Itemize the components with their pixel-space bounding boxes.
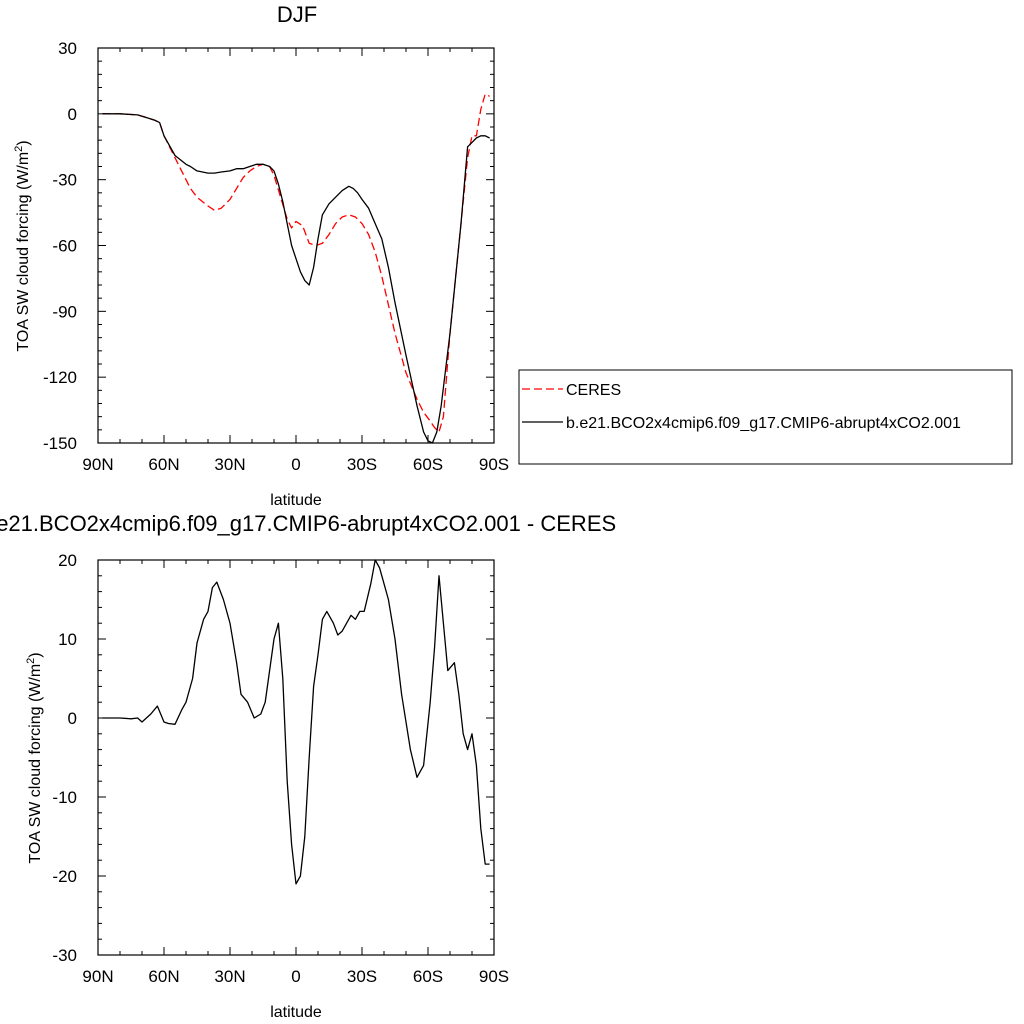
top-panel-y-tick-label: 0 (68, 105, 77, 124)
top-panel-tick-labels: 90N 60N 30N 0 30S 60S 90S -150 -120 -90 -60 -30 0 30 (43, 39, 509, 474)
bottom-panel-ticks (97, 559, 495, 956)
top-panel-series-line-1 (102, 113, 490, 444)
top-panel-x-tick-label: 0 (291, 455, 300, 474)
top-panel-y-axis-label-text: TOA SW cloud forcing (W/m (15, 152, 32, 352)
bottom-panel-x-tick-label: 30S (347, 967, 377, 986)
bottom-panel-x-tick-label: 60S (413, 967, 443, 986)
top-panel-x-tick-label: 30N (214, 455, 245, 474)
legend: CERES b.e21.BCO2x4cmip6.f09_g17.CMIP6-ab… (518, 369, 1013, 465)
top-panel-y-tick-label: -30 (52, 171, 77, 190)
top-panel-x-tick-label: 60N (148, 455, 179, 474)
bottom-panel-y-tick-label: 20 (58, 551, 77, 570)
top-panel-series (102, 93, 490, 444)
bottom-panel-y-tick-label: -30 (52, 946, 77, 965)
top-panel-y-axis-label-sup: 2 (13, 146, 25, 152)
legend-label-model: b.e21.BCO2x4cmip6.f09_g17.CMIP6-abrupt4x… (566, 415, 961, 432)
bottom-panel-y-axis-label-sup: 2 (25, 658, 37, 664)
bottom-panel-y-tick-label: -20 (52, 867, 77, 886)
top-panel-y-tick-label: -60 (52, 237, 77, 256)
bottom-panel-x-tick-label: 60N (148, 967, 179, 986)
top-panel-y-axis-label-close: ) (15, 140, 32, 145)
bottom-panel-y-tick-label: 10 (58, 630, 77, 649)
bottom-panel-y-axis-label-close: ) (27, 652, 44, 657)
bottom-panel-x-axis-label: latitude (270, 1004, 322, 1021)
top-panel-y-tick-label: 30 (58, 39, 77, 58)
bottom-panel: b.e21.BCO2x4cmip6.f09_g17.CMIP6-abrupt4x… (0, 511, 616, 1021)
bottom-panel-y-tick-label: 0 (68, 709, 77, 728)
bottom-panel-tick-labels: 90N 60N 30N 0 30S 60S 90S -30 -20 -10 0 10 20 (52, 551, 509, 986)
top-panel-title: DJF (277, 2, 317, 27)
top-panel-ticks (97, 47, 495, 444)
legend-box (518, 369, 1013, 465)
top-panel-x-tick-label: 30S (347, 455, 377, 474)
bottom-panel-y-axis-label-text: TOA SW cloud forcing (W/m (27, 664, 44, 864)
bottom-panel-series (102, 559, 490, 885)
bottom-panel-x-tick-label: 0 (291, 967, 300, 986)
top-panel-frame (97, 47, 495, 444)
top-panel-x-tick-label: 60S (413, 455, 443, 474)
legend-label-ceres: CERES (566, 382, 621, 399)
top-panel-x-tick-label: 90S (479, 455, 509, 474)
top-panel-y-tick-label: -90 (52, 302, 77, 321)
bottom-panel-title: b.e21.BCO2x4cmip6.f09_g17.CMIP6-abrupt4x… (0, 511, 616, 536)
top-panel-x-tick-label: 90N (82, 455, 113, 474)
top-panel-y-tick-label: -150 (43, 434, 77, 453)
bottom-panel-x-tick-label: 90S (479, 967, 509, 986)
bottom-panel-frame (97, 559, 495, 956)
top-panel-y-axis-label: TOA SW cloud forcing (W/m2) (13, 140, 32, 351)
top-panel: DJF 90N 60N 30N 0 30S 60S 90S -150 -120 -90 -60 -30… (13, 2, 509, 509)
bottom-panel-x-tick-label: 90N (82, 967, 113, 986)
bottom-panel-series-line-0 (102, 559, 490, 885)
top-panel-series-line-0 (102, 93, 490, 433)
bottom-panel-y-tick-label: -10 (52, 788, 77, 807)
top-panel-y-tick-label: -120 (43, 368, 77, 387)
bottom-panel-y-axis-label: TOA SW cloud forcing (W/m2) (25, 652, 44, 863)
bottom-panel-x-tick-label: 30N (214, 967, 245, 986)
top-panel-x-axis-label: latitude (270, 492, 322, 509)
